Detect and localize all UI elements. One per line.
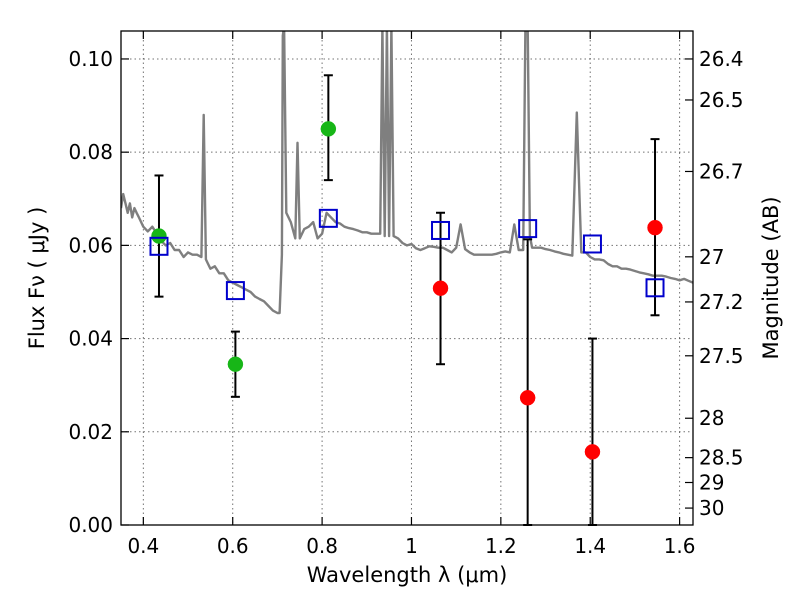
model-photometry-square	[149, 236, 169, 256]
model-photometry-square	[225, 281, 245, 301]
magnitude-tick-label: 27.2	[699, 290, 744, 314]
model-photometry-square	[318, 208, 338, 228]
magnitude-tick-label: 27.5	[699, 344, 744, 368]
model-spectrum-layer	[121, 31, 693, 315]
x-tick-label: 0.4	[127, 534, 159, 558]
y-tick-label: 0.06	[68, 233, 113, 257]
magnitude-tick-label: 29	[699, 470, 724, 494]
red-flux-point	[584, 444, 601, 460]
model-spectrum-line	[121, 31, 693, 315]
x-tick-label: 1.4	[574, 534, 606, 558]
y-tick-label: 0.04	[68, 327, 113, 351]
plot-frame	[120, 30, 694, 526]
y-tick-labels: 0.00 0.02 0.04 0.06 0.08 0.10	[68, 47, 113, 537]
red-flux-point	[519, 390, 536, 406]
x-axis-label: Wavelength λ (μm)	[307, 563, 508, 587]
green-flux-point	[227, 356, 244, 372]
magnitude-tick-label: 26.5	[699, 88, 744, 112]
x-tick-label: 0.6	[217, 534, 249, 558]
model-photometry-square	[518, 219, 538, 239]
magnitude-tick-label: 30	[699, 496, 724, 520]
magnitude-axis-label: Magnitude (AB)	[759, 196, 783, 359]
y-tick-label: 0.08	[68, 140, 113, 164]
errorbar-layer	[154, 74, 660, 526]
y-axis-label: Flux Fν ( μJy )	[25, 207, 49, 350]
grid	[121, 31, 693, 526]
tick-marks	[121, 31, 693, 526]
y-tick-label: 0.10	[68, 47, 113, 71]
red-flux-point	[432, 280, 449, 297]
green-flux-point	[151, 228, 167, 244]
x-tick-labels: 0.4 0.6 0.8 1 1.2 1.4 1.6	[127, 534, 695, 558]
red-flux-point	[647, 219, 663, 236]
x-tick-label: 1.2	[485, 534, 517, 558]
green-flux-point	[320, 121, 337, 137]
magnitude-tick-label: 28.5	[699, 446, 744, 470]
magnitude-tick-label: 27	[699, 245, 724, 269]
x-tick-label: 1	[405, 534, 418, 558]
magnitude-tick-label: 26.4	[699, 47, 744, 71]
y-tick-label: 0.02	[68, 420, 113, 444]
x-tick-label: 1.6	[664, 534, 696, 558]
magnitude-tick-label: 26.7	[699, 159, 744, 183]
magnitude-tick-label: 28	[699, 406, 724, 430]
x-tick-label: 0.8	[306, 534, 338, 558]
model-photometry-square	[645, 278, 665, 298]
model-photometry-square	[582, 234, 602, 254]
y-tick-label: 0.00	[68, 513, 113, 537]
model-photometry-square	[431, 220, 451, 240]
marker-layer	[149, 121, 665, 460]
